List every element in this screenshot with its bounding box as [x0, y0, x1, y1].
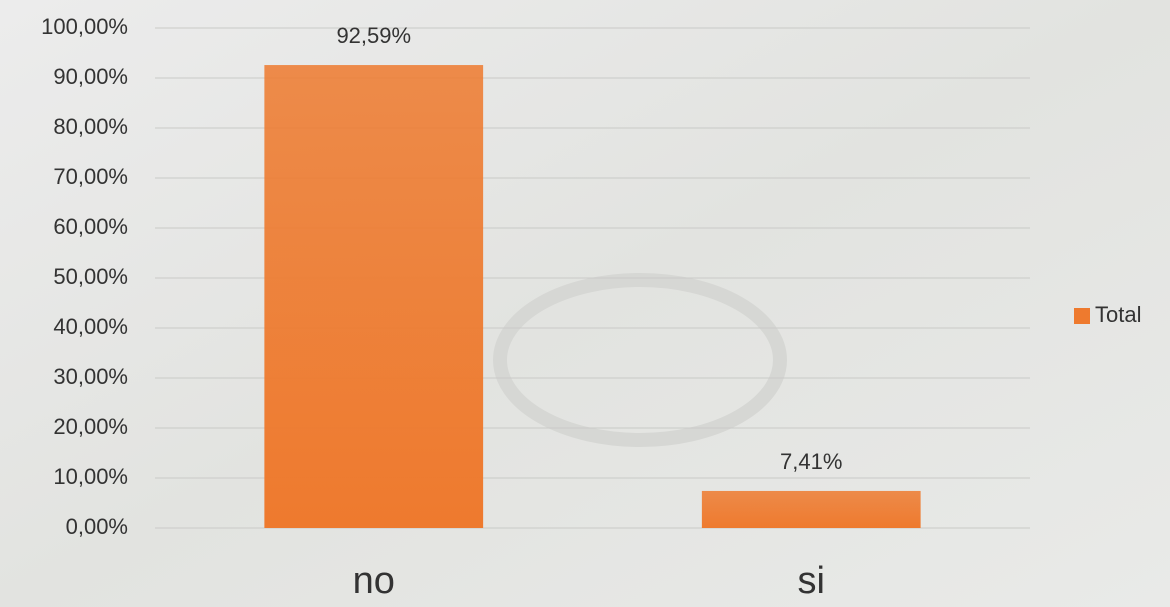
- y-tick-label: 20,00%: [53, 414, 128, 439]
- legend-label: Total: [1095, 302, 1141, 327]
- x-tick-label: si: [798, 560, 825, 602]
- y-tick-label: 30,00%: [53, 364, 128, 389]
- bar: [264, 65, 484, 529]
- bar: [701, 490, 921, 528]
- y-tick-label: 100,00%: [41, 14, 128, 39]
- y-tick-label: 70,00%: [53, 164, 128, 189]
- y-tick-label: 50,00%: [53, 264, 128, 289]
- y-tick-label: 0,00%: [66, 514, 128, 539]
- y-tick-label: 90,00%: [53, 64, 128, 89]
- legend-swatch: [1074, 308, 1090, 324]
- y-tick-label: 40,00%: [53, 314, 128, 339]
- background-shape: [493, 273, 787, 447]
- y-tick-label: 60,00%: [53, 214, 128, 239]
- y-tick-label: 10,00%: [53, 464, 128, 489]
- y-tick-label: 80,00%: [53, 114, 128, 139]
- data-label: 92,59%: [336, 23, 411, 48]
- x-tick-label: no: [353, 560, 395, 602]
- data-label: 7,41%: [780, 449, 842, 474]
